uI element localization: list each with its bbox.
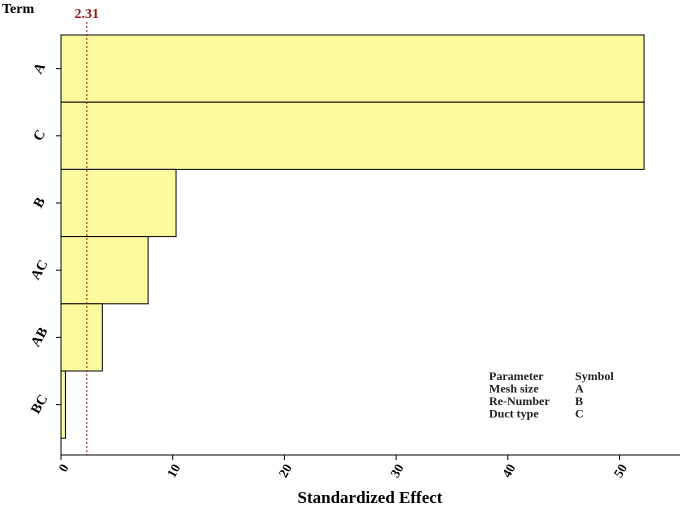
x-tick-label: 20 [275, 461, 294, 480]
bar-bc [60, 370, 66, 439]
category-label-c: C [31, 128, 49, 144]
axes-group [60, 35, 680, 456]
bar-ac [60, 236, 149, 305]
category-label-a: A [31, 60, 49, 77]
y-axis-title: Term [2, 2, 34, 17]
legend-parameter-name: Re-Number [489, 394, 550, 408]
x-tick-label: 10 [164, 461, 183, 480]
parameter-legend: Parameter Symbol Mesh size A Re-Number B Duct … [489, 369, 614, 421]
x-tick-label: 0 [55, 461, 71, 474]
x-axis-title: Standardized Effect [298, 488, 443, 507]
category-label-ac: AC [28, 258, 51, 283]
bar-b [60, 168, 177, 238]
x-tick-label: 40 [499, 461, 518, 480]
bar-c [60, 101, 645, 170]
critical-value-label: 2.31 [75, 7, 100, 22]
x-tick-label: 50 [611, 461, 630, 480]
reference-line-group: 2.31 [75, 7, 100, 455]
legend-parameter-name: Duct type [489, 407, 539, 421]
bar-a [60, 34, 645, 103]
legend-parameter-symbol: C [575, 407, 584, 421]
x-tick-label: 30 [387, 461, 406, 480]
category-label-ab: AB [29, 325, 52, 349]
bars-group [60, 34, 645, 439]
legend-header-parameter: Parameter [489, 369, 544, 383]
legend-header-symbol: Symbol [575, 369, 614, 383]
x-ticks-group: 0 10 20 30 40 50 [55, 455, 630, 480]
legend-parameter-name: Mesh size [489, 382, 539, 396]
legend-parameter-symbol: A [575, 382, 584, 396]
category-label-b: B [31, 195, 49, 211]
legend-parameter-symbol: B [575, 394, 583, 408]
category-label-bc: BC [29, 392, 52, 416]
bar-ab [60, 303, 103, 372]
